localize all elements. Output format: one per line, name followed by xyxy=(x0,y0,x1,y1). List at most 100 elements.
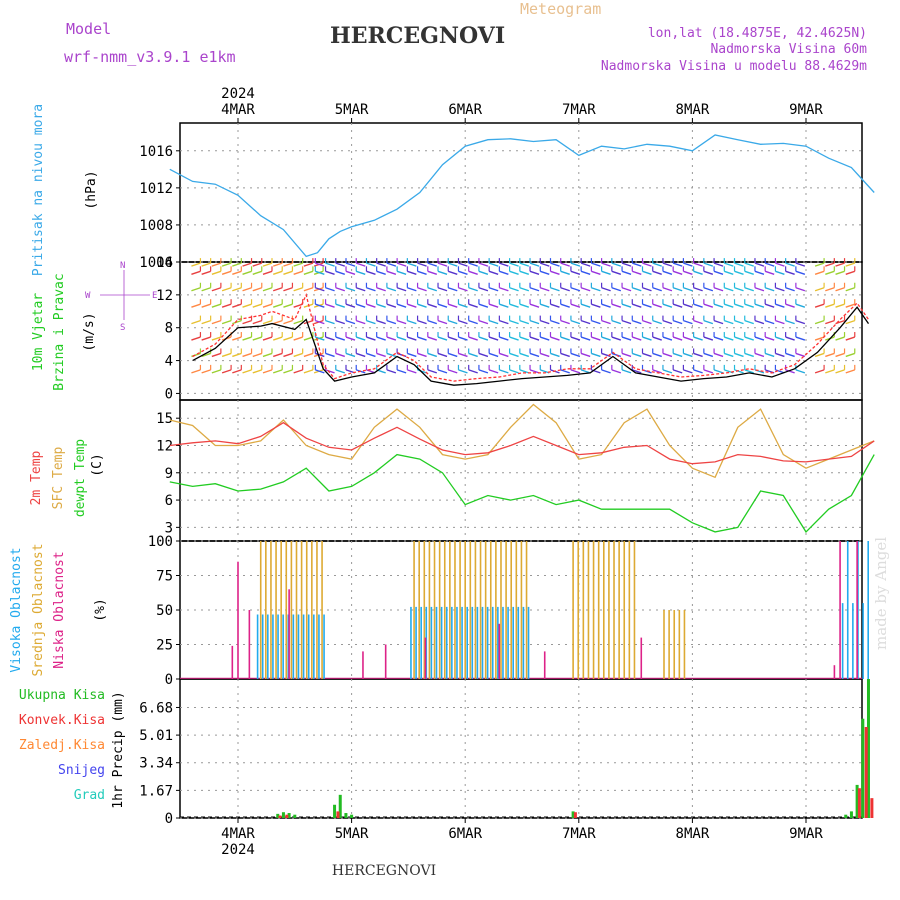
wind-arrow xyxy=(580,270,591,275)
wind-arrow xyxy=(724,303,734,308)
wind-arrow xyxy=(652,303,662,308)
wind-arrow xyxy=(632,369,642,374)
compass-s: S xyxy=(120,323,125,333)
wind-arrow xyxy=(519,303,530,308)
wind-arrow xyxy=(201,352,211,358)
y-tick-label: 0 xyxy=(165,386,173,402)
precip-bar xyxy=(866,679,870,818)
wind-arrow xyxy=(407,262,417,267)
wind-arrow xyxy=(703,270,714,275)
wind-arrow xyxy=(242,287,252,292)
wind-arrow xyxy=(550,287,560,292)
wind-arrow xyxy=(272,352,283,358)
wind-arrow xyxy=(262,303,273,308)
wind-arrow xyxy=(437,287,448,292)
precip-bar xyxy=(278,815,282,818)
wind-arrow xyxy=(764,262,775,267)
wind-arrow xyxy=(703,303,714,308)
wind-arrow xyxy=(621,287,632,292)
wind-arrow xyxy=(509,262,519,267)
wind-arrow xyxy=(315,369,325,374)
wind-arrow xyxy=(325,287,335,292)
wind-arrow xyxy=(478,303,489,308)
wind-arrow xyxy=(814,352,825,358)
wind-arrow xyxy=(468,336,478,341)
wind-arrow xyxy=(345,287,356,292)
wind-arrow xyxy=(642,270,652,275)
wind-arrow xyxy=(427,369,438,374)
panel-precip: 0 1.67 3.34 5.01 6.68 xyxy=(139,678,863,827)
wind-arrow xyxy=(540,369,550,374)
panel-wind: 0 4 8 12 16 xyxy=(156,255,863,402)
wind-arrow xyxy=(825,287,835,292)
wind-arrow xyxy=(437,336,448,341)
wind-arrow xyxy=(509,270,519,275)
wind-arrow xyxy=(652,262,662,267)
wind-arrow xyxy=(448,369,458,374)
wind-arrow xyxy=(293,262,303,267)
wind-arrow xyxy=(734,270,744,275)
wind-arrow xyxy=(642,336,652,341)
wind-arrow xyxy=(724,287,734,292)
wind-arrow xyxy=(221,287,232,292)
wind-arrow xyxy=(754,287,765,292)
wind-arrow xyxy=(272,336,283,341)
wind-arrow xyxy=(345,270,356,275)
wind-arrow xyxy=(315,262,325,267)
wind-arrow xyxy=(519,336,530,341)
wind-arrow xyxy=(591,262,601,267)
wind-arrow xyxy=(427,336,438,341)
wind-arrow xyxy=(293,303,303,308)
precip-bar xyxy=(285,814,289,818)
wind-arrow xyxy=(560,319,570,325)
wind-arrow xyxy=(427,303,438,308)
y-tick-label: 6 xyxy=(165,493,173,509)
wind-arrow xyxy=(672,262,683,267)
wind-arrow xyxy=(458,352,468,358)
wind-arrow xyxy=(335,319,346,325)
wind-arrow xyxy=(672,352,683,358)
precip-bar xyxy=(855,784,859,818)
wind-arrow xyxy=(611,369,622,374)
wind-arrow xyxy=(221,270,232,275)
y-tick-label: 1004 xyxy=(139,255,173,271)
wind-arrow xyxy=(703,319,714,325)
wind-arrow xyxy=(417,303,427,308)
wind-arrow xyxy=(272,303,283,308)
wind-arrow xyxy=(693,319,703,325)
wind-arrow xyxy=(724,270,734,275)
wind-arrow xyxy=(540,287,550,292)
wind-arrow xyxy=(785,369,795,374)
wind-arrow xyxy=(303,270,314,275)
wind-arrow xyxy=(427,287,438,292)
wind-arrow xyxy=(376,336,386,341)
high-cloud-title: Visoka Oblacnost xyxy=(9,547,24,672)
wind-arrow xyxy=(519,319,530,325)
y-tick-label: 0 xyxy=(165,672,173,688)
wind-arrow xyxy=(325,262,335,267)
wind-arrow xyxy=(580,352,591,358)
wind-arrow xyxy=(529,262,540,267)
wind-arrow xyxy=(335,303,346,308)
wind-arrow xyxy=(611,262,622,267)
wind-arrow xyxy=(744,319,754,325)
wind-arrow xyxy=(448,319,458,325)
wind-arrow xyxy=(417,336,427,341)
wind-arrow xyxy=(293,352,303,358)
precip-bar xyxy=(861,718,865,818)
wind-arrow xyxy=(560,262,570,267)
wind-arrow xyxy=(499,262,509,267)
precip-bar xyxy=(336,811,340,818)
wind-arrow xyxy=(499,319,509,325)
wind-arrow xyxy=(570,262,581,267)
wind-arrow xyxy=(713,270,724,275)
precip-bar xyxy=(571,811,575,818)
wind-arrow xyxy=(437,319,448,325)
wind-arrow xyxy=(845,303,855,308)
wind-arrow xyxy=(764,336,775,341)
wind-arrow xyxy=(693,262,703,267)
wind-arrow xyxy=(785,287,795,292)
wind-arrow xyxy=(621,270,632,275)
wind-arrow xyxy=(283,352,293,358)
